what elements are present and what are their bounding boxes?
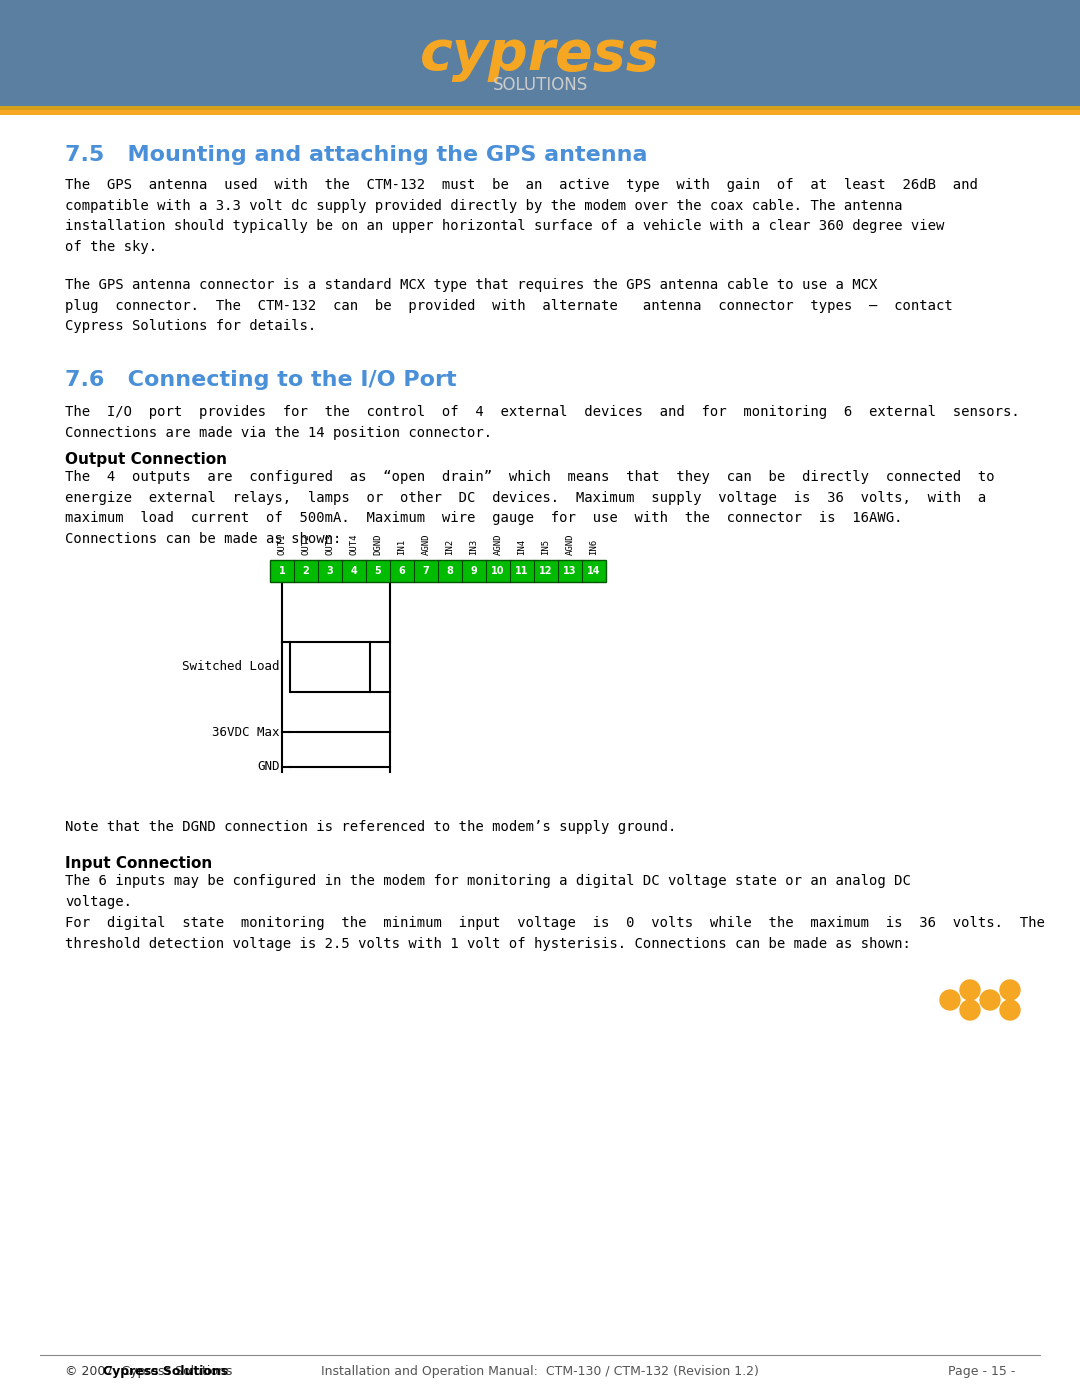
Text: DGND: DGND xyxy=(374,534,382,555)
Text: The  4  outputs  are  configured  as  “open  drain”  which  means  that  they  c: The 4 outputs are configured as “open dr… xyxy=(65,469,995,546)
Text: 14: 14 xyxy=(588,566,600,576)
Bar xyxy=(0,110,1080,115)
Text: 2: 2 xyxy=(302,566,309,576)
Circle shape xyxy=(1000,1000,1020,1020)
Text: IN4: IN4 xyxy=(517,539,527,555)
Bar xyxy=(0,106,1080,110)
Text: IN1: IN1 xyxy=(397,539,406,555)
Text: For  digital  state  monitoring  the  minimum  input  voltage  is  0  volts  whi: For digital state monitoring the minimum… xyxy=(65,916,1044,950)
Circle shape xyxy=(960,981,980,1000)
Text: AGND: AGND xyxy=(566,534,575,555)
Circle shape xyxy=(960,1000,980,1020)
Bar xyxy=(291,643,370,692)
Text: SOLUTIONS: SOLUTIONS xyxy=(492,75,588,94)
Text: The 6 inputs may be configured in the modem for monitoring a digital DC voltage : The 6 inputs may be configured in the mo… xyxy=(65,875,910,908)
Text: 8: 8 xyxy=(446,566,454,576)
Text: GND: GND xyxy=(257,760,280,774)
Text: OUT1: OUT1 xyxy=(278,534,286,555)
Text: © 2007  Cypress Solutions: © 2007 Cypress Solutions xyxy=(65,1365,232,1379)
Text: 11: 11 xyxy=(515,566,529,576)
Text: Cypress Solutions: Cypress Solutions xyxy=(103,1365,228,1379)
Text: 7.6   Connecting to the I/O Port: 7.6 Connecting to the I/O Port xyxy=(65,370,457,390)
Circle shape xyxy=(940,990,960,1010)
Text: 10: 10 xyxy=(491,566,504,576)
Text: IN3: IN3 xyxy=(470,539,478,555)
Text: 13: 13 xyxy=(564,566,577,576)
Bar xyxy=(0,0,1080,115)
Text: IN6: IN6 xyxy=(590,539,598,555)
Text: The  GPS  antenna  used  with  the  CTM-132  must  be  an  active  type  with  g: The GPS antenna used with the CTM-132 mu… xyxy=(65,177,977,254)
Text: OUT2: OUT2 xyxy=(301,534,311,555)
Text: IN5: IN5 xyxy=(541,539,551,555)
Text: Note that the DGND connection is referenced to the modem’s supply ground.: Note that the DGND connection is referen… xyxy=(65,820,676,834)
Circle shape xyxy=(1000,981,1020,1000)
Text: Switched Load: Switched Load xyxy=(183,661,280,673)
Text: 5: 5 xyxy=(375,566,381,576)
Text: AGND: AGND xyxy=(494,534,502,555)
Text: OUT4: OUT4 xyxy=(350,534,359,555)
Text: 12: 12 xyxy=(539,566,553,576)
Circle shape xyxy=(980,990,1000,1010)
Text: Page - 15 -: Page - 15 - xyxy=(947,1365,1015,1379)
Text: 7.5   Mounting and attaching the GPS antenna: 7.5 Mounting and attaching the GPS anten… xyxy=(65,145,648,165)
Text: 1: 1 xyxy=(279,566,285,576)
Text: 36VDC Max: 36VDC Max xyxy=(213,725,280,739)
Text: 4: 4 xyxy=(351,566,357,576)
Text: Installation and Operation Manual:  CTM-130 / CTM-132 (Revision 1.2): Installation and Operation Manual: CTM-1… xyxy=(321,1365,759,1379)
Text: Input Connection: Input Connection xyxy=(65,856,213,870)
Text: OUT3: OUT3 xyxy=(325,534,335,555)
Bar xyxy=(270,560,606,583)
Text: 9: 9 xyxy=(471,566,477,576)
Text: 6: 6 xyxy=(399,566,405,576)
Text: cypress: cypress xyxy=(420,28,660,82)
Text: The  I/O  port  provides  for  the  control  of  4  external  devices  and  for : The I/O port provides for the control of… xyxy=(65,405,1020,440)
Text: Output Connection: Output Connection xyxy=(65,453,227,467)
Text: 7: 7 xyxy=(422,566,430,576)
Text: AGND: AGND xyxy=(421,534,431,555)
Text: The GPS antenna connector is a standard MCX type that requires the GPS antenna c: The GPS antenna connector is a standard … xyxy=(65,278,953,334)
Text: IN2: IN2 xyxy=(446,539,455,555)
Text: 3: 3 xyxy=(326,566,334,576)
